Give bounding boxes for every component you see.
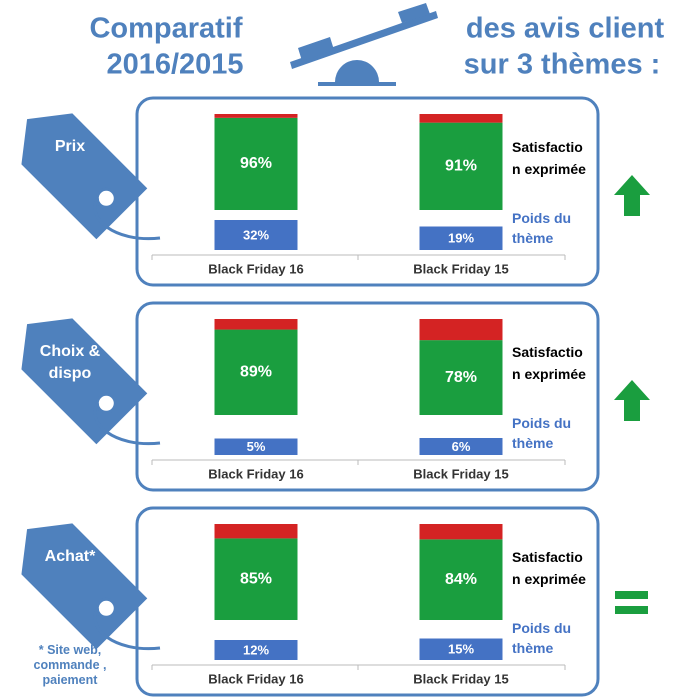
tag-label-box: Achat* xyxy=(44,548,96,565)
weight-label: 6% xyxy=(452,439,471,454)
value-label: 89% xyxy=(240,363,272,380)
tag-label: Prix xyxy=(54,138,86,155)
legend-satisfaction: Satisfaction exprimée xyxy=(512,549,586,587)
legend-weight-box: Poids du thème xyxy=(512,620,572,656)
stack-segment xyxy=(419,539,503,620)
stack-segment xyxy=(214,524,298,539)
trend-arrow-up xyxy=(614,380,650,421)
weight-bar xyxy=(214,220,298,250)
stack-segment xyxy=(214,114,298,118)
footnote: * Site web, commande , paiement xyxy=(33,643,107,687)
category-label: Black Friday 16 xyxy=(208,466,303,481)
category-label: Black Friday 15 xyxy=(413,261,508,276)
stack-segment xyxy=(214,538,298,620)
tag-body xyxy=(21,318,148,445)
title-right-1: des avis client xyxy=(466,13,665,45)
legend-satisfaction: Satisfaction exprimée xyxy=(512,139,586,177)
title-left-2: 2016/2015 xyxy=(106,49,243,81)
value-label: 78% xyxy=(445,369,477,386)
stack-segment xyxy=(419,524,503,540)
stack-segment xyxy=(419,114,503,123)
stack-segment xyxy=(419,122,503,210)
tag-body xyxy=(21,523,148,650)
weight-bar xyxy=(419,226,503,250)
legend-weight-box: Poids du thème xyxy=(512,210,572,246)
seesaw-weight-right xyxy=(398,3,430,23)
tag-body xyxy=(21,113,148,240)
weight-label: 19% xyxy=(448,231,474,246)
legend-satisfaction-box: Satisfaction exprimée xyxy=(512,344,586,382)
category-label: Black Friday 15 xyxy=(413,466,508,481)
tag-string xyxy=(93,607,161,651)
footnote-box: * Site web, commande , paiement xyxy=(33,643,107,687)
weight-label: 15% xyxy=(448,642,474,657)
weight-label: 32% xyxy=(243,227,269,242)
tag-string xyxy=(93,197,161,241)
tag-hole xyxy=(95,597,117,619)
trend-arrow-up xyxy=(614,175,650,216)
tag xyxy=(21,523,148,650)
seesaw-ground xyxy=(318,82,396,86)
category-label: Black Friday 16 xyxy=(208,261,303,276)
tag-label-box: Prix xyxy=(54,138,86,155)
stack-segment xyxy=(419,340,503,415)
legend-weight: Poids du thème xyxy=(512,620,572,656)
weight-label: 5% xyxy=(247,439,266,454)
title-left-1: Comparatif xyxy=(89,13,242,45)
seesaw-plank xyxy=(290,11,438,69)
tag xyxy=(21,318,148,445)
tag-string xyxy=(93,402,161,446)
category-label: Black Friday 15 xyxy=(413,671,508,686)
tag-hole xyxy=(95,187,117,209)
seesaw-weight-left xyxy=(298,37,334,61)
legend-satisfaction-box: Satisfaction exprimée xyxy=(512,549,586,587)
stack-segment xyxy=(214,319,298,330)
weight-label: 12% xyxy=(243,642,269,657)
tag-label-box: Choix & dispo xyxy=(39,343,101,382)
legend-weight-box: Poids du thème xyxy=(512,415,572,451)
legend-weight: Poids du thème xyxy=(512,415,572,451)
seesaw-base xyxy=(335,60,379,82)
weight-bar xyxy=(214,438,298,455)
weight-bar xyxy=(214,640,298,660)
trend-equal-top xyxy=(615,591,648,599)
stack-segment xyxy=(419,319,503,341)
value-label: 96% xyxy=(240,155,272,172)
legend-satisfaction-box: Satisfaction exprimée xyxy=(512,139,586,177)
weight-bar xyxy=(419,638,503,660)
category-label: Black Friday 16 xyxy=(208,671,303,686)
trend-equal-bottom xyxy=(615,606,648,614)
legend-satisfaction: Satisfaction exprimée xyxy=(512,344,586,382)
seesaw-icon xyxy=(290,3,438,86)
stack-segment xyxy=(214,329,298,415)
tag-label: Achat* xyxy=(44,548,96,565)
tag-hole xyxy=(95,392,117,414)
value-label: 85% xyxy=(240,570,272,587)
value-label: 91% xyxy=(445,158,477,175)
stack-segment xyxy=(214,117,298,210)
legend-weight: Poids du thème xyxy=(512,210,572,246)
tag xyxy=(21,113,148,240)
tag-label: Choix & dispo xyxy=(39,343,101,382)
title-right-2: sur 3 thèmes : xyxy=(464,49,661,81)
value-label: 84% xyxy=(445,571,477,588)
weight-bar xyxy=(419,438,503,455)
